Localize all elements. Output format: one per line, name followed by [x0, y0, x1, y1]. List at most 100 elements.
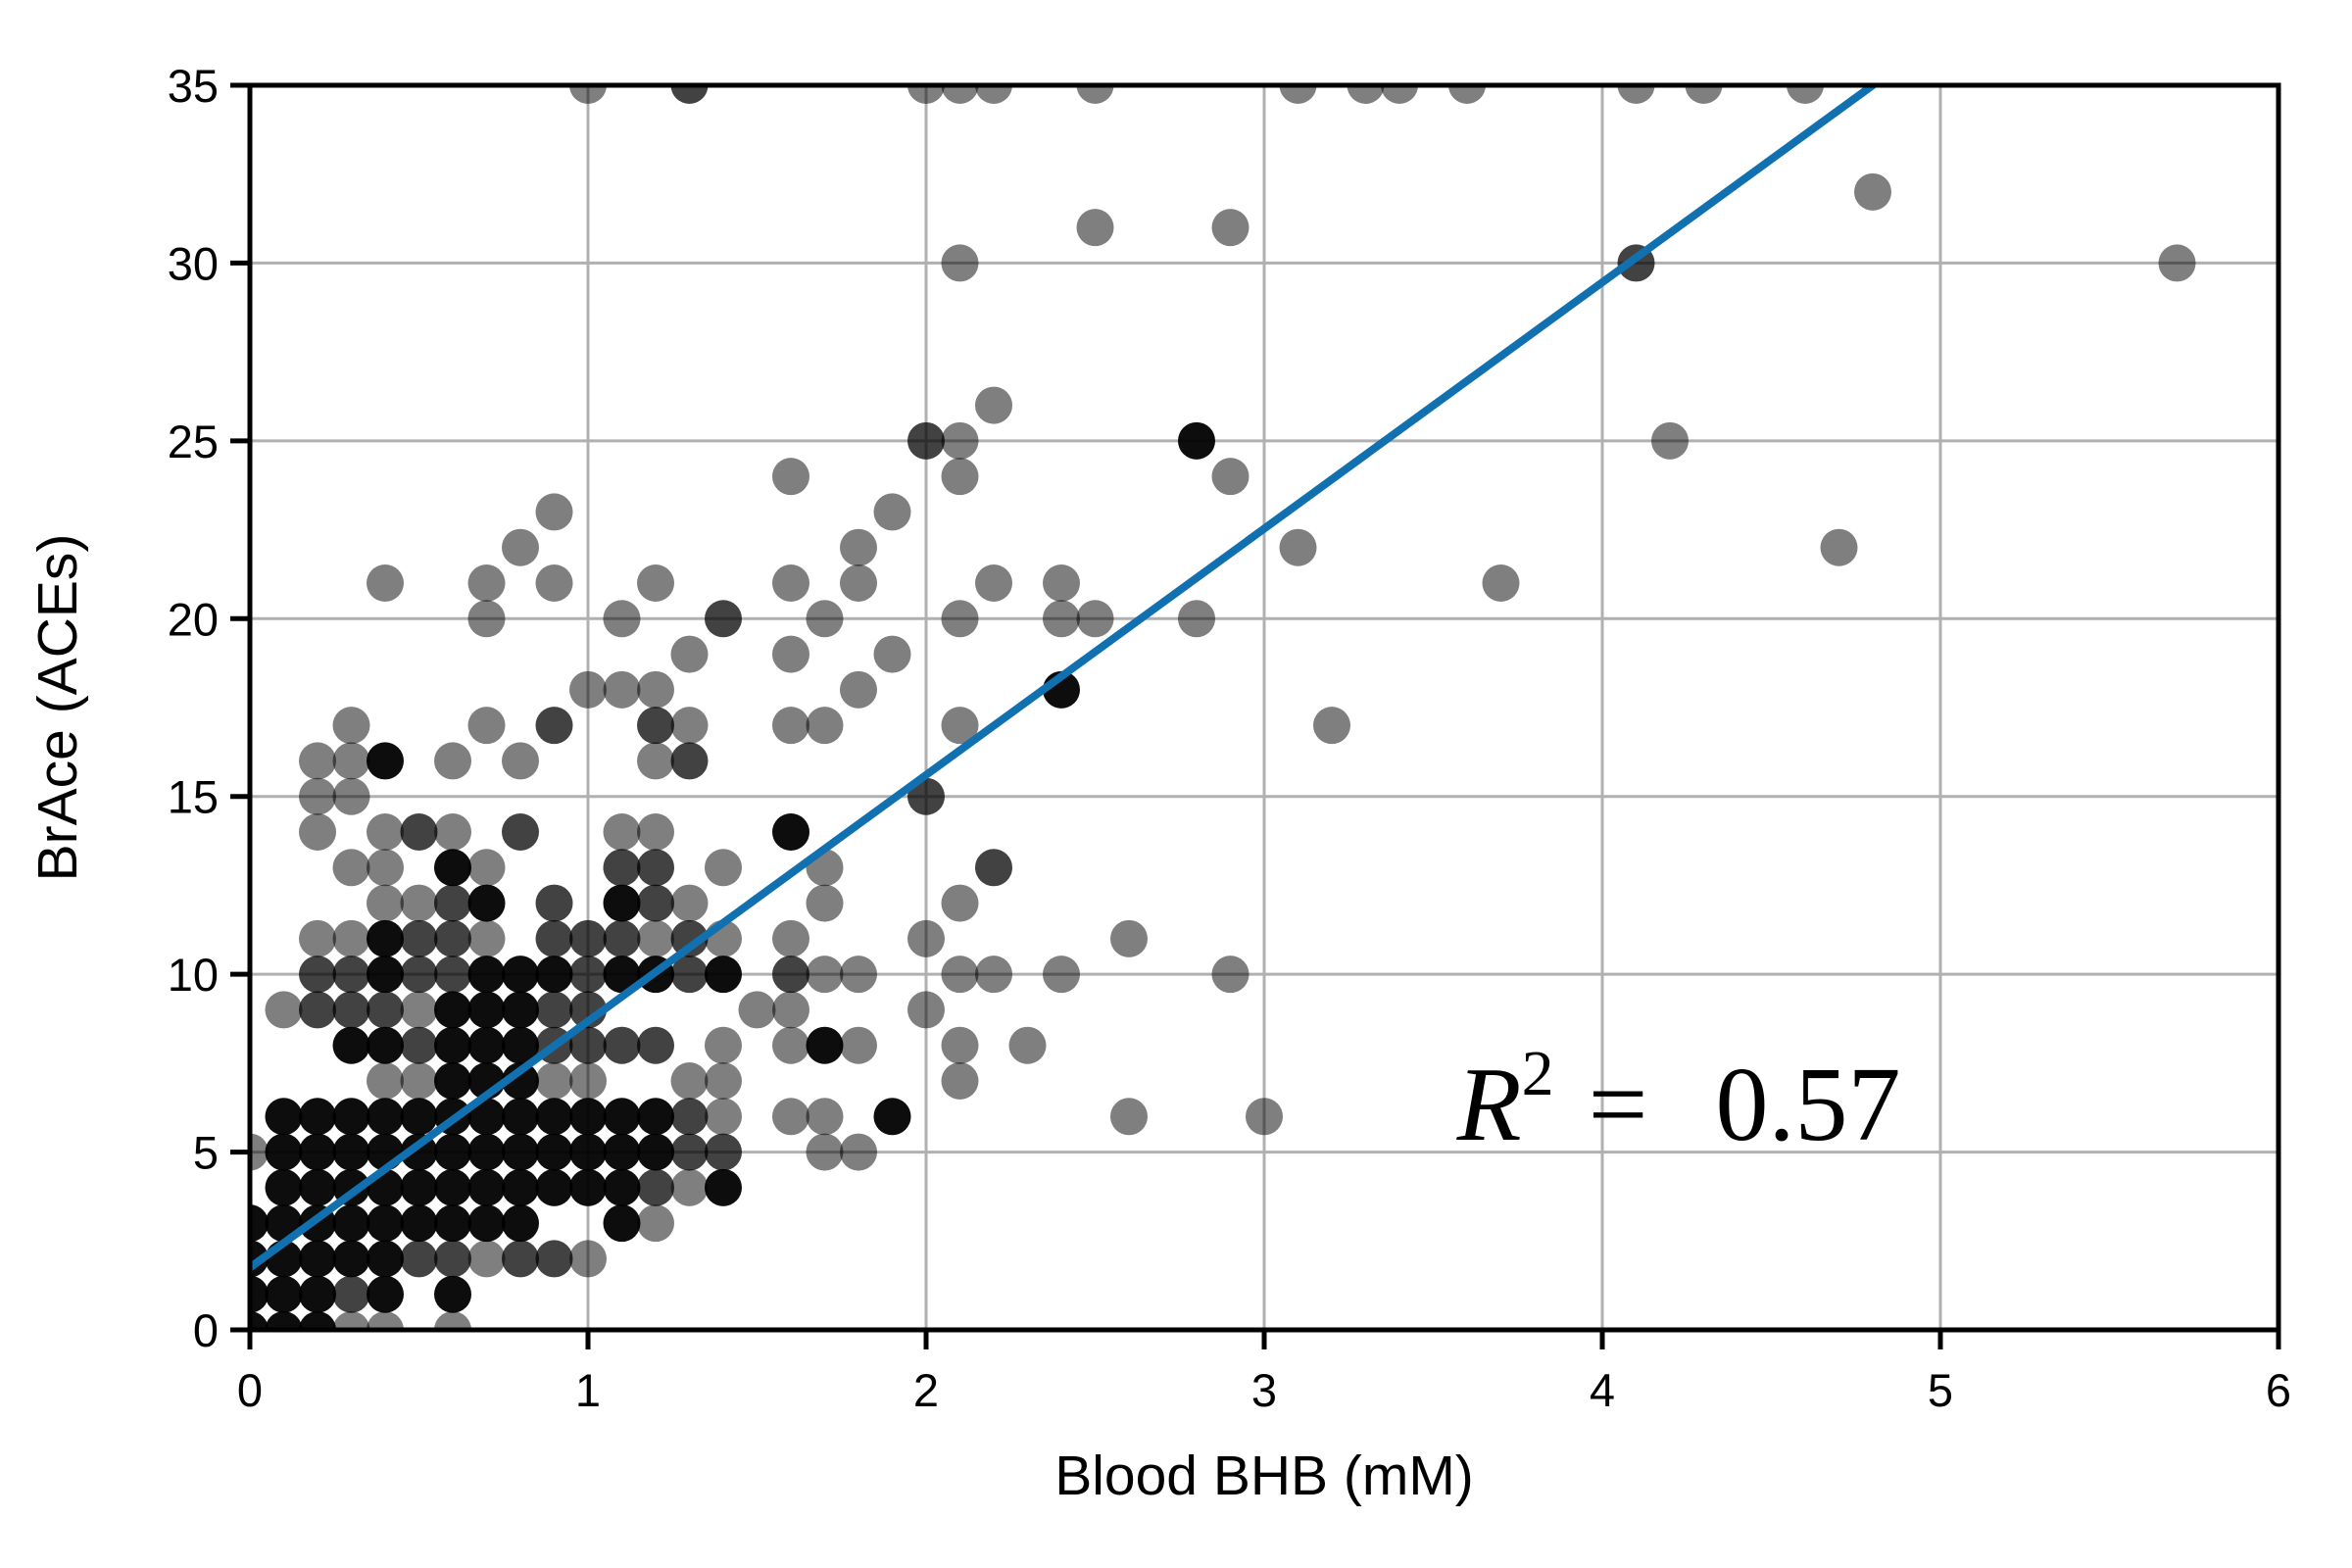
data-point: [569, 1240, 607, 1278]
data-point: [434, 1204, 471, 1243]
data-point: [400, 1098, 438, 1136]
data-point: [332, 991, 370, 1029]
data-point: [670, 956, 709, 994]
data-point: [1617, 85, 1655, 104]
data-point: [670, 1098, 709, 1136]
data-point: [603, 1098, 641, 1136]
data-point: [772, 991, 809, 1029]
data-point: [535, 956, 573, 994]
data-point: [569, 85, 607, 104]
data-point: [603, 1026, 641, 1064]
data-point: [840, 670, 877, 709]
data-point: [535, 1133, 573, 1171]
data-point: [941, 85, 979, 104]
data-point: [367, 742, 404, 780]
data-point: [1043, 956, 1080, 994]
data-point: [434, 1311, 471, 1330]
data-point: [1211, 209, 1250, 247]
data-point: [705, 1133, 742, 1171]
data-point: [400, 1240, 438, 1278]
data-point: [535, 1168, 573, 1206]
data-point: [772, 1026, 809, 1064]
data-point: [907, 85, 945, 104]
data-point: [400, 919, 438, 957]
x-tick-label: 2: [913, 1364, 939, 1416]
data-point: [1076, 85, 1114, 104]
data-point: [637, 670, 674, 709]
data-point: [806, 1026, 844, 1064]
data-point: [265, 1311, 303, 1330]
data-point: [975, 564, 1012, 602]
data-point: [299, 742, 336, 780]
data-point: [502, 956, 539, 994]
data-point: [332, 1240, 370, 1278]
data-point: [1178, 421, 1215, 460]
data-point: [535, 919, 573, 957]
data-point: [1347, 85, 1385, 104]
data-point: [670, 919, 709, 957]
data-point: [467, 1240, 506, 1278]
data-point: [367, 813, 404, 851]
data-point: [332, 1275, 370, 1313]
data-point: [569, 1098, 607, 1136]
data-point: [467, 991, 506, 1029]
data-point: [637, 564, 674, 602]
data-point: [535, 564, 573, 602]
data-point: [400, 1204, 438, 1243]
data-point: [705, 956, 742, 994]
y-tick-label: 0: [193, 1304, 219, 1356]
data-point: [1008, 1026, 1047, 1064]
data-point: [637, 742, 674, 780]
data-point: [670, 742, 709, 780]
data-point: [367, 564, 404, 602]
data-point: [400, 1168, 438, 1206]
data-point: [265, 1098, 303, 1136]
data-point: [772, 919, 809, 957]
data-point: [400, 1133, 438, 1171]
data-point: [467, 1098, 506, 1136]
data-point: [434, 991, 471, 1029]
data-point: [535, 884, 573, 922]
data-point: [941, 1026, 979, 1064]
data-point: [367, 1240, 404, 1278]
data-point: [1110, 919, 1148, 957]
data-point: [265, 991, 303, 1029]
data-point: [873, 1098, 911, 1136]
y-tick-label: 20: [168, 593, 219, 645]
data-point: [434, 849, 471, 887]
data-point: [332, 1026, 370, 1064]
data-point: [705, 1098, 742, 1136]
data-point: [806, 1133, 844, 1171]
data-point: [705, 1062, 742, 1100]
data-point: [502, 742, 539, 780]
data-point: [299, 1240, 336, 1278]
data-point: [332, 956, 370, 994]
data-point: [299, 1311, 336, 1330]
data-point: [265, 1168, 303, 1206]
data-point: [535, 991, 573, 1029]
data-point: [705, 1168, 742, 1206]
data-point: [332, 1311, 370, 1330]
data-point: [772, 813, 809, 851]
data-point: [806, 600, 844, 638]
data-point: [332, 849, 370, 887]
data-point: [434, 813, 471, 851]
data-point: [806, 884, 844, 922]
data-point: [603, 670, 641, 709]
data-point: [467, 707, 506, 745]
data-point: [772, 635, 809, 673]
data-point: [603, 600, 641, 638]
data-point: [772, 458, 809, 496]
data-point: [670, 1168, 709, 1206]
y-tick-label: 25: [168, 416, 219, 467]
data-point: [603, 849, 641, 887]
data-point: [941, 244, 979, 282]
data-point: [250, 1275, 269, 1313]
y-axis-label: BrAce (ACEs): [26, 534, 89, 882]
data-point: [670, 884, 709, 922]
data-point: [367, 1275, 404, 1313]
data-point: [1381, 85, 1418, 104]
data-point: [367, 1062, 404, 1100]
data-point: [467, 849, 506, 887]
data-point: [1279, 528, 1317, 566]
